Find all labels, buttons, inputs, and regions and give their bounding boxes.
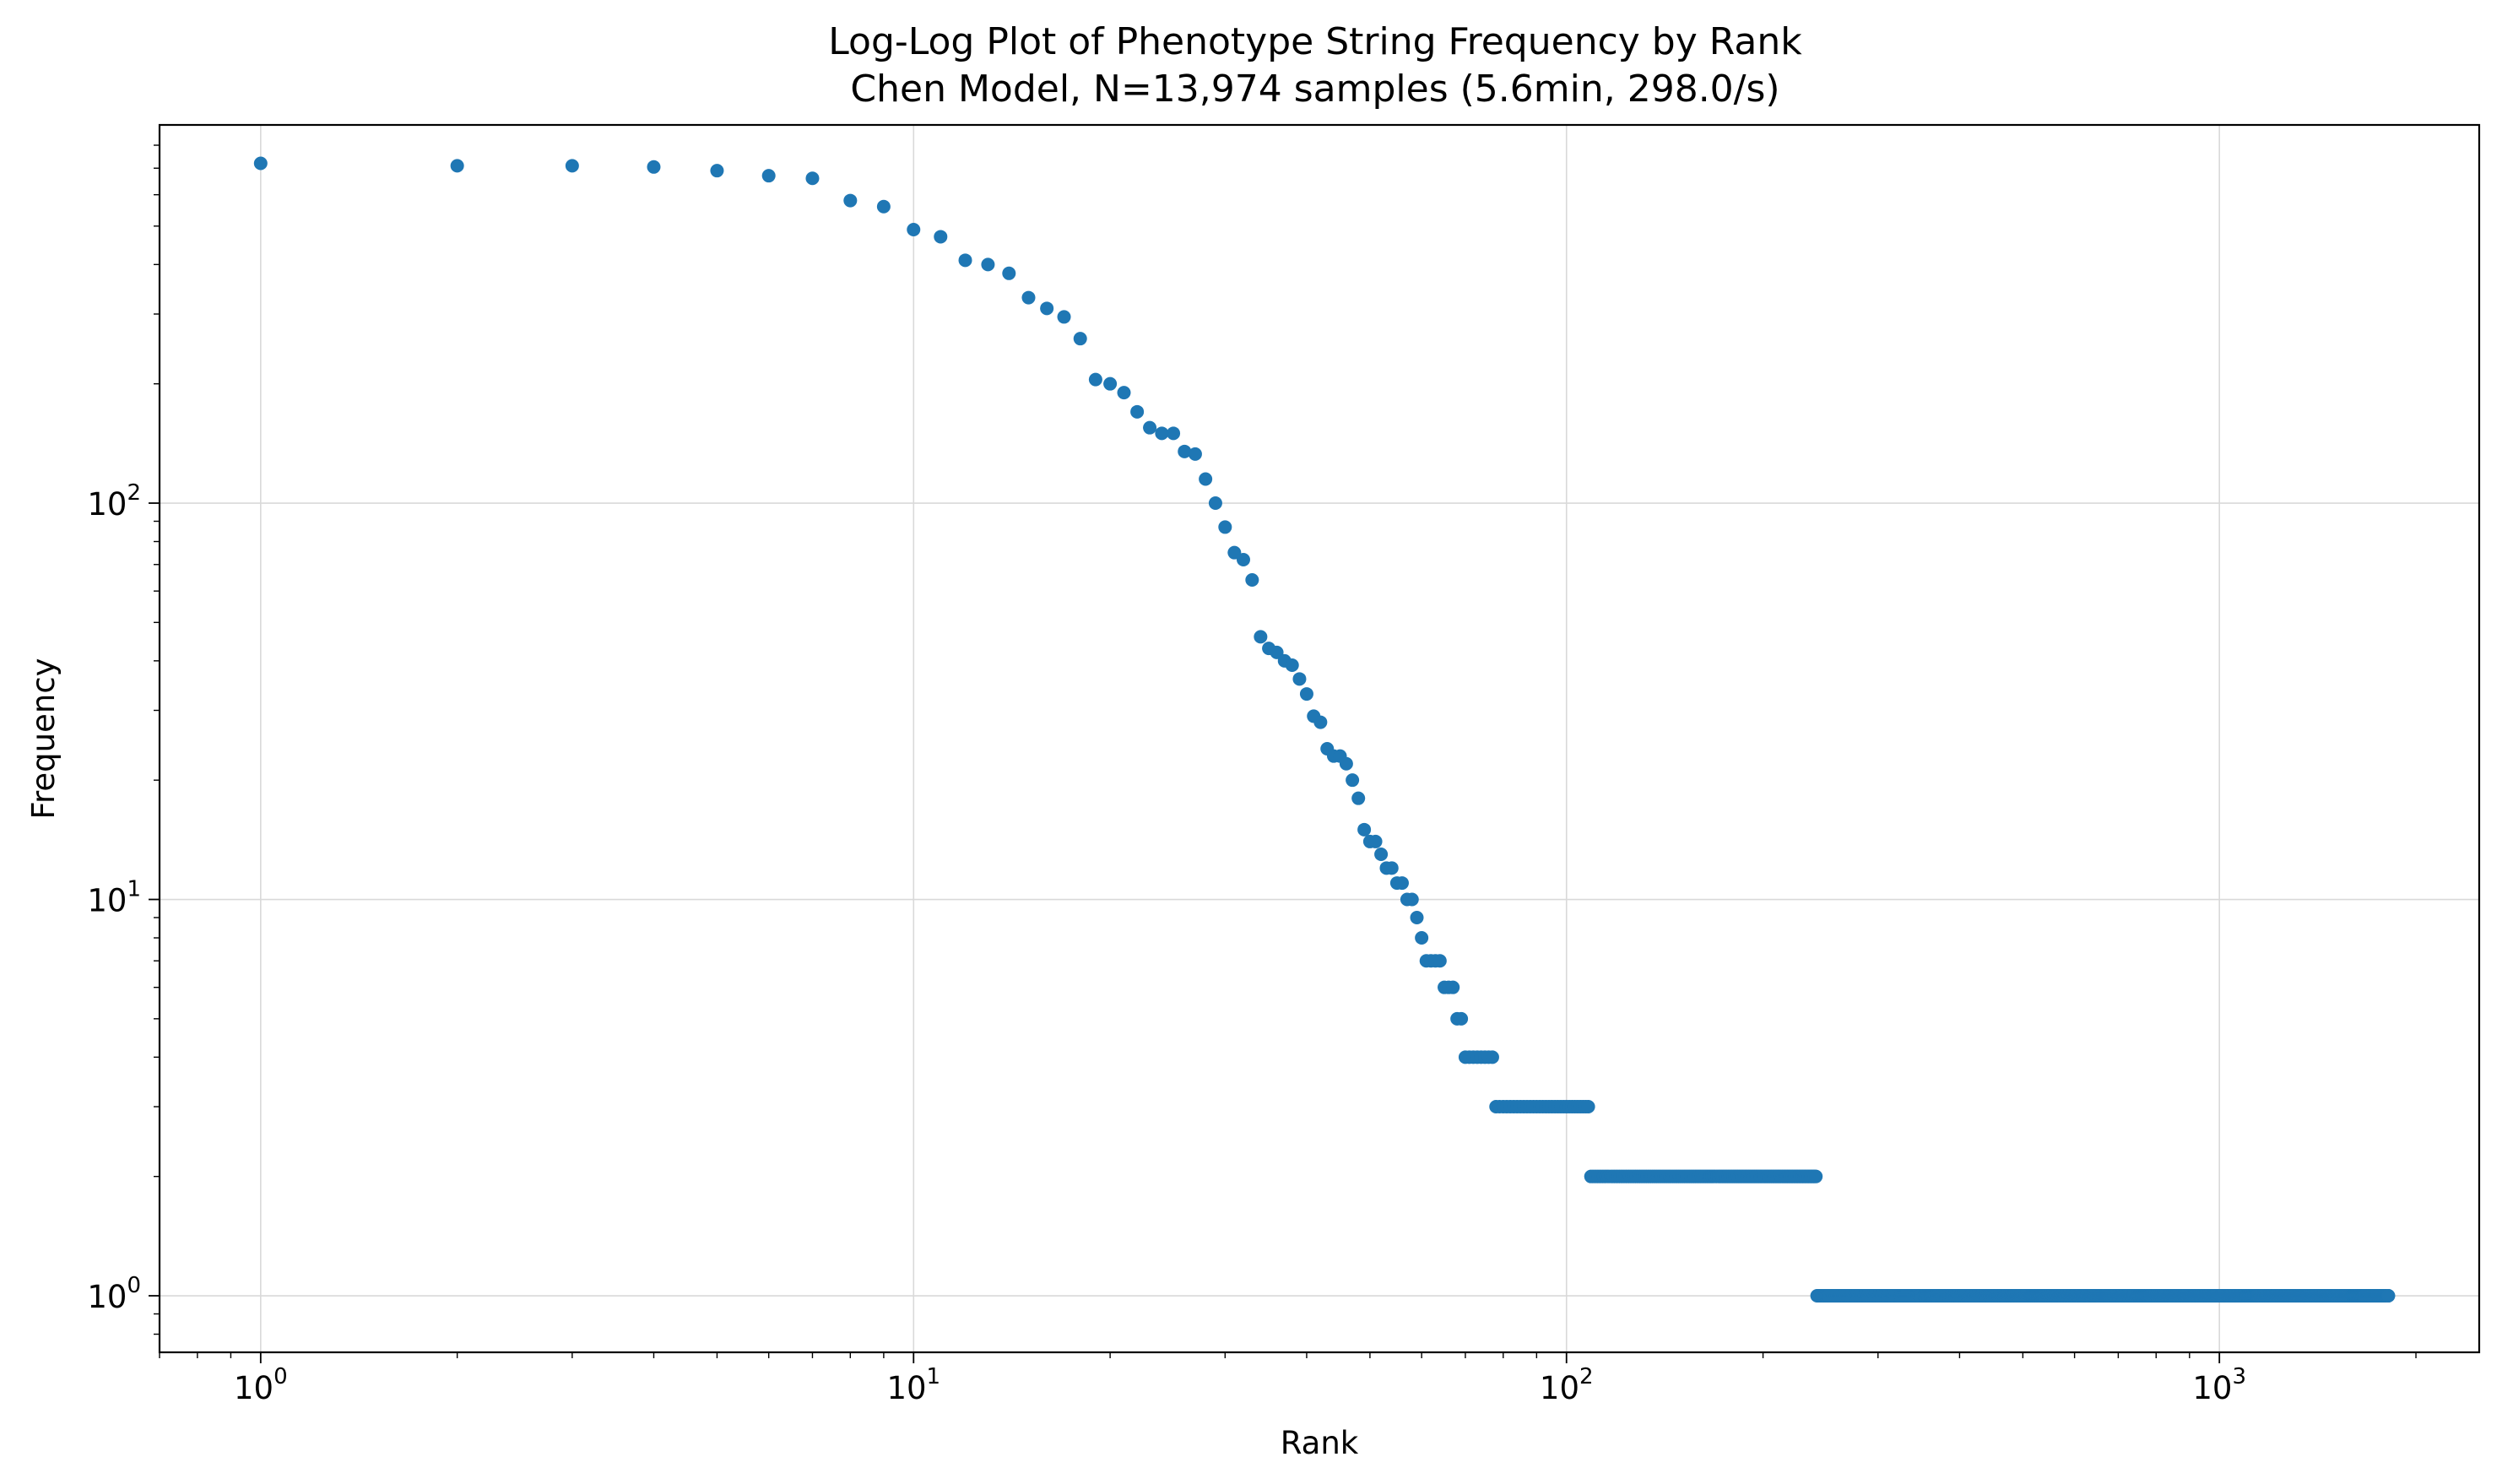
plot-frame	[158, 123, 2481, 1354]
data-point	[1432, 954, 1447, 968]
data-point	[1454, 1011, 1469, 1026]
data-point	[1581, 1100, 1595, 1114]
data-point	[1415, 931, 1429, 945]
data-point	[1188, 447, 1202, 461]
data-point	[565, 159, 579, 173]
data-point	[1236, 552, 1250, 566]
data-point	[1021, 290, 1036, 305]
y-tick-label: 101	[87, 877, 141, 919]
data-point	[1292, 672, 1307, 686]
data-point	[843, 193, 858, 208]
data-point	[1384, 861, 1399, 875]
data-point	[1143, 420, 1157, 435]
data-point	[1088, 372, 1102, 387]
data-point	[958, 253, 972, 268]
x-tick-label: 103	[2192, 1364, 2246, 1406]
data-point	[1002, 266, 1016, 280]
data-point	[253, 156, 268, 171]
x-axis-label: Rank	[1281, 1425, 1359, 1461]
data-point	[1040, 301, 1054, 316]
y-tick-label: 100	[87, 1273, 141, 1315]
x-tick-label: 100	[234, 1364, 288, 1406]
data-point	[1339, 756, 1353, 771]
data-point	[1405, 892, 1419, 907]
axis-ticks: 100 101 102 103 100 101 102	[87, 144, 2417, 1406]
data-point	[1351, 791, 1366, 805]
data-point	[1218, 520, 1232, 534]
chart-subtitle: Chen Model, N=13,974 samples (5.6min, 29…	[850, 68, 1779, 111]
data-point	[1299, 687, 1313, 701]
data-point	[1313, 715, 1328, 729]
data-point	[761, 169, 776, 183]
data-point	[1446, 980, 1460, 994]
data-point	[1130, 404, 1145, 419]
data-point	[907, 222, 921, 236]
data-point	[1395, 876, 1409, 891]
data-point	[1103, 376, 1118, 391]
data-point	[876, 199, 891, 214]
data-point	[1178, 444, 1192, 458]
data-point	[1485, 1050, 1499, 1064]
data-point	[1254, 630, 1268, 644]
data-point	[1073, 332, 1087, 346]
data-point	[981, 257, 995, 272]
data-point	[1245, 573, 1259, 588]
data-point	[1357, 822, 1372, 837]
data-point	[647, 160, 661, 174]
data-point	[1167, 426, 1181, 441]
data-point	[710, 164, 724, 178]
data-point	[805, 171, 820, 186]
data-point	[1374, 848, 1389, 862]
y-tick-label: 102	[87, 480, 141, 523]
chart-title: Log-Log Plot of Phenotype String Frequen…	[828, 20, 1802, 63]
data-point	[934, 230, 948, 244]
data-point	[1057, 310, 1071, 324]
x-tick-label: 102	[1540, 1364, 1594, 1406]
data-point	[2381, 1289, 2396, 1303]
data-point	[450, 159, 464, 173]
data-point	[1208, 496, 1222, 511]
data-point	[1346, 773, 1360, 788]
y-axis-label: Frequency	[25, 658, 62, 819]
data-point	[1809, 1169, 1823, 1183]
data-point	[1368, 834, 1383, 848]
data-point	[1410, 911, 1424, 925]
data-point	[1285, 658, 1299, 673]
data-points	[253, 156, 2396, 1303]
data-point	[1155, 426, 1169, 441]
data-point	[1199, 472, 1213, 486]
x-tick-label: 101	[886, 1364, 940, 1406]
data-point	[1117, 386, 1131, 400]
grid	[160, 125, 2479, 1352]
